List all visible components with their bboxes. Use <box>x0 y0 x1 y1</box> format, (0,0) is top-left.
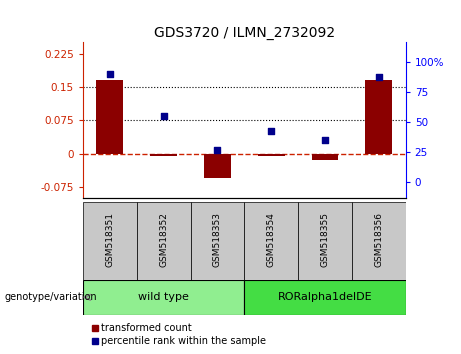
Bar <box>352 202 406 280</box>
Text: GSM518351: GSM518351 <box>106 212 114 267</box>
Bar <box>137 202 190 280</box>
Text: GSM518356: GSM518356 <box>374 212 383 267</box>
Text: GSM518355: GSM518355 <box>320 212 330 267</box>
Text: RORalpha1delDE: RORalpha1delDE <box>278 292 372 302</box>
Legend: transformed count, percentile rank within the sample: transformed count, percentile rank withi… <box>88 319 270 350</box>
Bar <box>312 154 338 160</box>
Text: wild type: wild type <box>138 292 189 302</box>
Point <box>375 74 383 80</box>
Point <box>321 137 329 143</box>
Bar <box>204 154 231 178</box>
Text: GSM518353: GSM518353 <box>213 212 222 267</box>
Bar <box>365 80 392 154</box>
Bar <box>190 202 244 280</box>
Point <box>160 114 167 119</box>
Bar <box>244 280 406 315</box>
Point <box>214 147 221 153</box>
Text: GSM518352: GSM518352 <box>159 212 168 267</box>
Bar <box>83 202 137 280</box>
Text: genotype/variation: genotype/variation <box>5 292 97 302</box>
Bar <box>258 154 284 156</box>
Bar <box>244 202 298 280</box>
Bar <box>150 154 177 156</box>
Text: GSM518354: GSM518354 <box>267 212 276 267</box>
Title: GDS3720 / ILMN_2732092: GDS3720 / ILMN_2732092 <box>154 26 335 40</box>
Point <box>267 128 275 133</box>
Bar <box>83 280 244 315</box>
Bar <box>96 80 123 154</box>
Point <box>106 72 113 77</box>
Bar <box>298 202 352 280</box>
